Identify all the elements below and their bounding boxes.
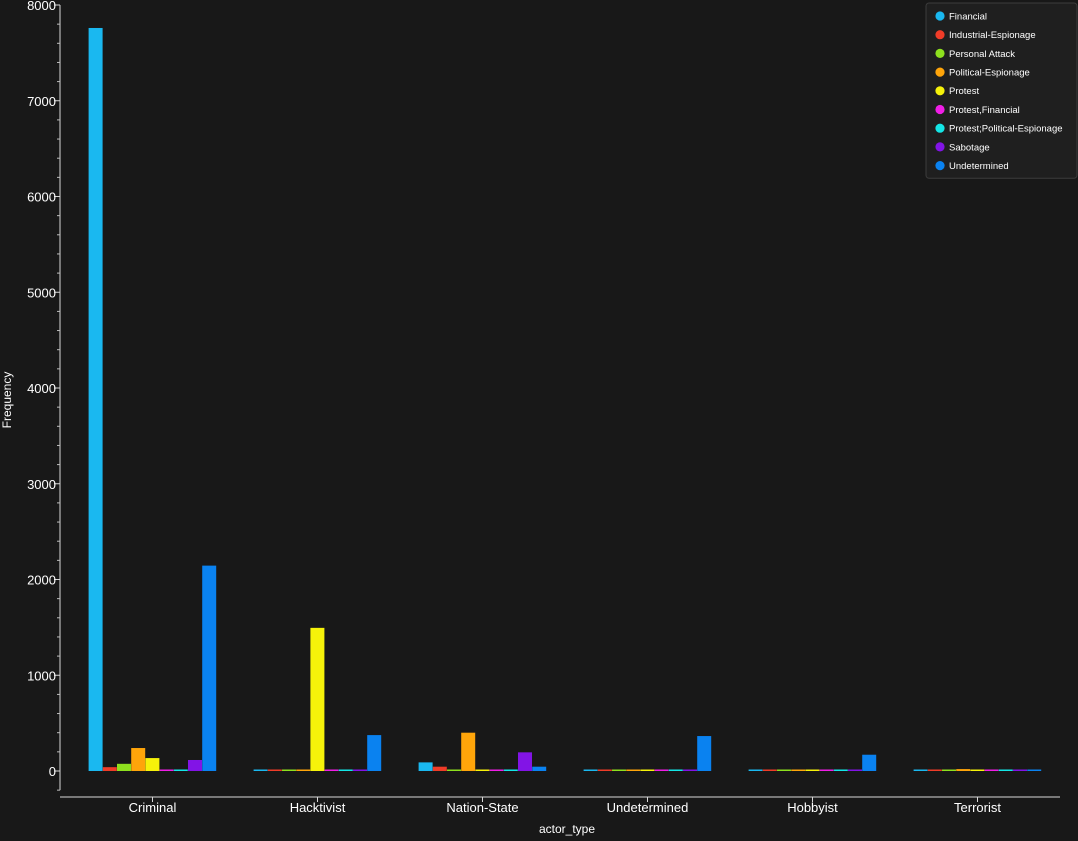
bar: [956, 769, 971, 771]
y-tick-label: 6000: [27, 190, 56, 205]
bar: [791, 769, 806, 771]
bar: [418, 762, 433, 771]
bar: [461, 732, 476, 771]
bar: [597, 769, 612, 771]
legend-marker: [935, 104, 945, 115]
bar: [1027, 769, 1042, 771]
y-tick-label: 7000: [27, 94, 56, 109]
x-tick-label: Nation-State: [446, 800, 518, 815]
bar: [927, 769, 942, 771]
legend-box: [925, 2, 1078, 179]
bar: [159, 769, 174, 771]
bar: [202, 565, 217, 771]
bar: [697, 736, 712, 771]
y-tick-label: 4000: [27, 381, 56, 396]
y-tick-label: 8000: [27, 0, 56, 13]
bar: [188, 759, 202, 771]
bar: [131, 748, 146, 771]
bar: [998, 769, 1013, 771]
y-tick-label: 1000: [27, 668, 56, 683]
legend-label: Protest: [949, 86, 979, 97]
y-tick-label: 2000: [27, 573, 56, 588]
x-axis-title: actor_type: [539, 822, 595, 836]
x-axis: Criminal Hacktivist Nation-State Undetermin…: [60, 796, 1060, 815]
bar: [447, 769, 461, 771]
bar: [338, 769, 353, 771]
bar: [1013, 769, 1027, 771]
bar: [819, 769, 834, 771]
bar: [102, 767, 117, 771]
bar: [583, 769, 598, 771]
legend-label: Industrial-Espionage: [949, 30, 1036, 41]
legend-marker: [935, 48, 945, 59]
legend-marker: [935, 142, 945, 152]
bar: [117, 763, 131, 771]
legend-label: Financial: [949, 11, 987, 22]
bar: [748, 769, 763, 771]
legend-marker: [935, 67, 945, 77]
legend-marker: [935, 86, 945, 96]
bar: [518, 752, 532, 771]
bar: [654, 769, 669, 771]
x-tick-label: Undetermined: [607, 800, 689, 815]
bar: [612, 769, 626, 771]
bar: [805, 769, 820, 771]
bar: [324, 769, 339, 771]
bar: [913, 769, 928, 771]
bar: [683, 769, 697, 771]
x-tick-label: Terrorist: [954, 800, 1001, 815]
bar: [862, 754, 877, 771]
bar: [475, 769, 490, 771]
bar: [532, 766, 547, 771]
legend-marker: [935, 123, 945, 133]
y-tick-label: 0: [49, 764, 56, 779]
legend-label: Sabotage: [949, 142, 990, 153]
bar: [432, 766, 447, 771]
x-tick-label: Hacktivist: [290, 800, 346, 815]
bar: [88, 27, 103, 772]
bar: [503, 769, 518, 771]
legend-marker: [935, 30, 945, 40]
legend-label: Political-Espionage: [949, 68, 1030, 79]
bar: [777, 769, 791, 771]
legend-label: Protest;Political-Espionage: [949, 124, 1063, 135]
bar: [489, 769, 504, 771]
bar: [267, 769, 282, 771]
x-tick-label: Hobbyist: [787, 800, 838, 815]
x-tick-label: Criminal: [129, 800, 177, 815]
legend-label: Personal Attack: [949, 49, 1015, 60]
bar: [310, 627, 325, 771]
bar: [626, 769, 641, 771]
legend-marker: [935, 161, 945, 171]
bar: [833, 769, 848, 771]
y-axis: 0 1000 2000 3000 4000 5000 6000 7000 8000: [27, 0, 61, 791]
bar: [640, 769, 655, 771]
bar: [296, 769, 311, 771]
bar: [145, 758, 160, 771]
bar: [668, 769, 683, 771]
bars: [88, 27, 1042, 772]
bar: [942, 769, 956, 771]
y-tick-label: 5000: [27, 285, 56, 300]
bar: [367, 735, 382, 771]
bar: [353, 769, 367, 771]
y-axis-title: Frequency: [0, 372, 14, 429]
legend-label: Protest,Financial: [949, 105, 1020, 116]
bar: [173, 769, 188, 771]
legend: Financial Industrial-Espionage Personal At…: [925, 2, 1078, 179]
legend-marker: [935, 11, 945, 21]
bar: [848, 769, 862, 771]
y-tick-label: 3000: [27, 477, 56, 492]
bar: [253, 769, 268, 771]
bar: [282, 769, 296, 771]
bar: [984, 769, 999, 771]
legend-label: Undetermined: [949, 161, 1009, 172]
bar: [762, 769, 777, 771]
bar: [970, 769, 985, 771]
